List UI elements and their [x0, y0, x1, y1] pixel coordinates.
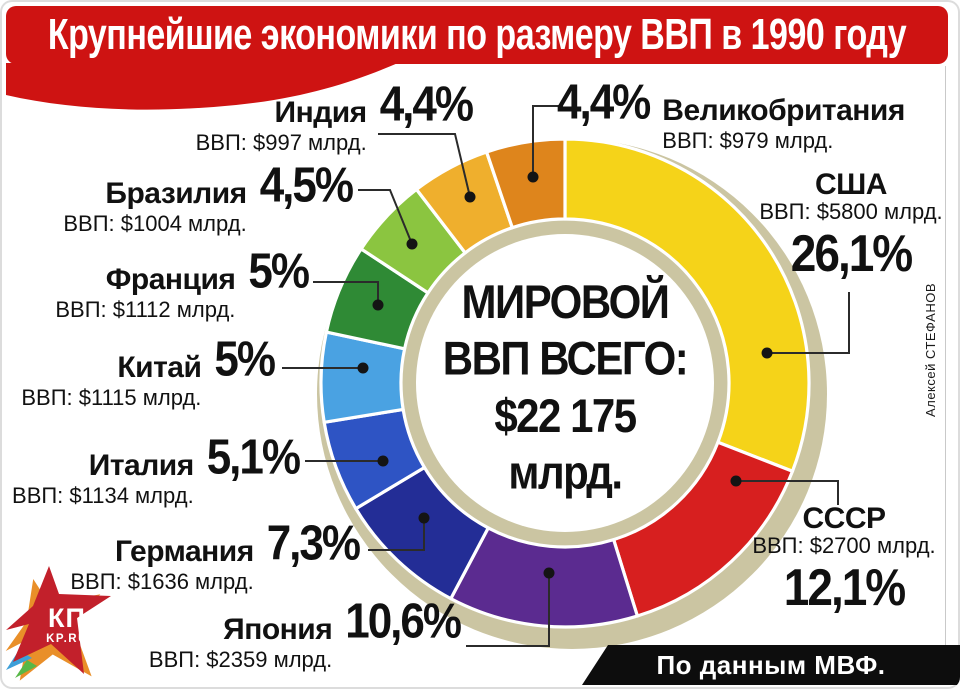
share-percent: 7,3%: [266, 516, 361, 571]
label-japan: Япония 10,6% ВВП: $2359 млрд.: [148, 594, 462, 673]
country-name: Великобритания: [662, 94, 905, 127]
share-percent: 10,6%: [345, 594, 462, 649]
dot-italy: [377, 455, 389, 467]
leader-france: [313, 281, 379, 305]
leader-uk: [532, 105, 563, 177]
segment-usa: [563, 137, 811, 473]
share-percent: 26,1%: [790, 224, 913, 283]
center-line-4: млрд.: [508, 445, 623, 500]
share-percent: 4,4%: [379, 77, 474, 132]
title-bar: Крупнейшие экономики по размеру ВВП в 19…: [6, 6, 948, 64]
gdp-value: ВВП: $1115 млрд.: [21, 385, 202, 410]
source-note: По данным МВФ.: [656, 649, 886, 680]
share-percent: 5%: [214, 332, 276, 387]
country-name: США: [815, 168, 887, 201]
gdp-value: ВВП: $5800 млрд.: [759, 199, 943, 224]
gdp-value: ВВП: $2700 млрд.: [752, 533, 936, 558]
dot-usa: [761, 347, 773, 359]
kp-logo-url: KP.RU: [46, 633, 88, 645]
share-percent: 12,1%: [783, 558, 906, 617]
label-usa: США ВВП: $5800 млрд. 26,1%: [757, 168, 945, 282]
center-line-2: ВВП ВСЕГО:: [442, 332, 689, 386]
credit-divider-line: [945, 66, 946, 683]
share-percent: 5,1%: [206, 430, 301, 485]
share-percent: 4,5%: [259, 158, 354, 213]
label-france: Франция 5% ВВП: $1112 млрд.: [55, 244, 310, 323]
dot-ussr: [730, 475, 742, 487]
dot-japan: [543, 567, 555, 579]
gdp-value: ВВП: $1134 млрд.: [12, 483, 194, 508]
dot-india: [464, 191, 476, 203]
author-credit: Алексей СТЕФАНОВ: [923, 283, 938, 417]
share-percent: 4,4%: [557, 75, 651, 130]
donut-center: [416, 234, 714, 532]
country-name: Италия: [88, 449, 194, 482]
country-name: Франция: [105, 263, 236, 296]
leader-germany: [368, 518, 425, 551]
country-name: Япония: [223, 613, 333, 646]
gdp-value: ВВП: $979 млрд.: [662, 128, 834, 153]
leader-usa: [767, 292, 850, 354]
share-percent: 5%: [248, 244, 310, 299]
label-india: Индия 4,4% ВВП: $997 млрд.: [195, 77, 474, 156]
dot-brazil: [406, 238, 418, 250]
kp-logo-text: КП: [48, 603, 86, 633]
country-name: Германия: [115, 535, 254, 568]
dot-germany: [418, 512, 430, 524]
gdp-value: ВВП: $1004 млрд.: [63, 211, 247, 236]
country-name: Индия: [274, 96, 368, 129]
center-line-1: МИРОВОЙ: [461, 275, 670, 329]
gdp-value: ВВП: $1636 млрд.: [70, 569, 254, 594]
dot-uk: [527, 171, 539, 183]
kp-logo-green-streak: [15, 660, 37, 678]
label-china: Китай 5% ВВП: $1115 млрд.: [21, 332, 276, 411]
gdp-value: ВВП: $997 млрд.: [195, 130, 367, 155]
country-name: Китай: [117, 351, 202, 384]
dot-france: [372, 299, 384, 311]
title-bar-brush-wave: [6, 63, 398, 110]
leader-japan: [466, 573, 550, 647]
gdp-value: ВВП: $2359 млрд.: [148, 647, 333, 672]
leader-brazil: [358, 189, 413, 245]
source-banner: По данным МВФ.: [582, 645, 960, 685]
label-ussr: СССР ВВП: $2700 млрд. 12,1%: [750, 502, 938, 616]
label-italy: Италия 5,1% ВВП: $1134 млрд.: [12, 430, 301, 509]
world-gdp-total: МИРОВОЙ ВВП ВСЕГО: $22 175 млрд.: [405, 274, 725, 502]
label-germany: Германия 7,3% ВВП: $1636 млрд.: [70, 516, 361, 595]
country-name: Бразилия: [105, 177, 247, 210]
gdp-value: ВВП: $1112 млрд.: [55, 297, 236, 322]
segment-uk: [484, 137, 567, 230]
center-line-3: $22 175: [494, 389, 637, 443]
dot-china: [357, 362, 369, 374]
kp-logo: КП KP.RU: [5, 566, 111, 681]
leader-ussr: [736, 480, 839, 505]
page-title: Крупнейшие экономики по размеру ВВП в 19…: [47, 10, 907, 59]
label-uk: 4,4% Великобритания ВВП: $979 млрд.: [557, 75, 905, 154]
country-name: СССР: [802, 502, 886, 535]
leader-india: [378, 133, 471, 198]
label-brazil: Бразилия 4,5% ВВП: $1004 млрд.: [63, 158, 354, 237]
kp-logo-red-star: [6, 566, 111, 674]
